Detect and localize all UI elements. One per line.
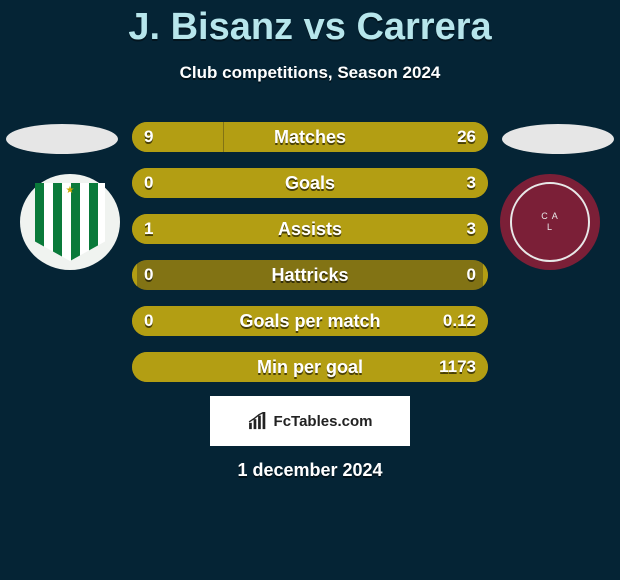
stat-label: Goals per match (132, 306, 488, 336)
player-right-silhouette (502, 124, 614, 154)
page-title: J. Bisanz vs Carrera (0, 0, 620, 49)
stat-row: 1Assists3 (132, 214, 488, 244)
lanus-ring-icon: C AL (510, 182, 590, 262)
lanus-text-icon: C AL (541, 211, 559, 233)
comparison-bars: 9Matches260Goals31Assists30Hattricks00Go… (132, 122, 488, 398)
star-icon: ★ (66, 185, 75, 196)
stat-label: Matches (132, 122, 488, 152)
club-left-badge: ★ (20, 174, 120, 270)
player-left-silhouette (6, 124, 118, 154)
club-right-badge: C AL (500, 174, 600, 270)
stat-row: 9Matches26 (132, 122, 488, 152)
date-text: 1 december 2024 (0, 460, 620, 481)
banfield-shield-icon: ★ (35, 183, 105, 261)
attribution-badge: FcTables.com (210, 396, 410, 446)
stat-right-value: 0.12 (443, 306, 476, 336)
stat-row: Min per goal1173 (132, 352, 488, 382)
stat-right-value: 3 (467, 214, 476, 244)
bars-logo-icon (248, 412, 270, 430)
stat-label: Assists (132, 214, 488, 244)
stat-right-value: 3 (467, 168, 476, 198)
stat-row: 0Goals per match0.12 (132, 306, 488, 336)
subtitle: Club competitions, Season 2024 (0, 63, 620, 83)
stat-right-value: 0 (467, 260, 476, 290)
attribution-text: FcTables.com (274, 413, 373, 430)
stat-row: 0Hattricks0 (132, 260, 488, 290)
stat-right-value: 1173 (439, 352, 476, 382)
stat-label: Goals (132, 168, 488, 198)
stat-right-value: 26 (457, 122, 476, 152)
stat-row: 0Goals3 (132, 168, 488, 198)
stat-label: Hattricks (132, 260, 488, 290)
stat-label: Min per goal (132, 352, 488, 382)
